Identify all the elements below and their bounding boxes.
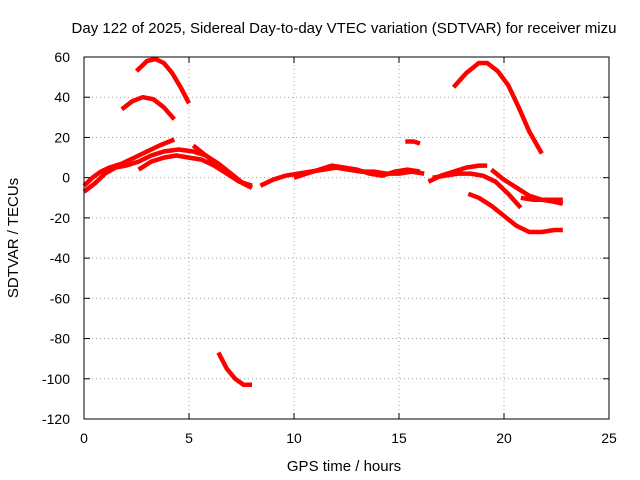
x-tick-labels: 0 5 10 15 20 25 [80,430,617,446]
series-arc-7 [137,153,253,188]
x-tick-label: 15 [391,430,407,446]
series-arc-3 [451,60,544,155]
series-arc-1 [134,56,191,105]
x-tick-label: 0 [80,430,88,446]
y-tick-label: -80 [50,331,70,347]
y-tick-label: 20 [54,129,70,145]
series-arc-16 [467,191,563,235]
x-tick-label: 25 [601,430,617,446]
chart-title: Day 122 of 2025, Sidereal Day-to-day VTE… [72,20,617,37]
y-axis-label: SDTVAR / TECUs [5,178,22,298]
series-arc-10 [293,163,421,180]
x-tick-label: 10 [286,430,302,446]
y-tick-label: 0 [62,170,70,186]
x-axis-label: GPS time / hours [287,458,401,475]
axis-ticks [83,56,610,420]
series-arc-5 [82,137,176,188]
y-tick-labels: -120 -100 -80 -60 -40 -20 0 20 40 60 [42,49,70,427]
x-tick-label: 5 [185,430,193,446]
series-arc-13 [432,171,523,210]
series-arc-15 [520,195,563,203]
grid-lines [84,57,609,419]
data-series [82,56,564,388]
series-arc-4 [216,351,252,388]
series-arc-8 [191,143,253,190]
y-tick-label: 40 [54,89,70,105]
plot-frame [83,56,610,420]
series-arc-11 [405,139,421,146]
y-tick-label: -60 [50,290,70,306]
series-arc-2 [120,94,176,121]
y-tick-label: -40 [50,250,70,266]
y-tick-label: -120 [42,411,70,427]
y-tick-label: 60 [54,49,70,65]
x-tick-label: 20 [496,430,512,446]
y-tick-label: -20 [50,210,70,226]
y-tick-label: -100 [42,371,70,387]
